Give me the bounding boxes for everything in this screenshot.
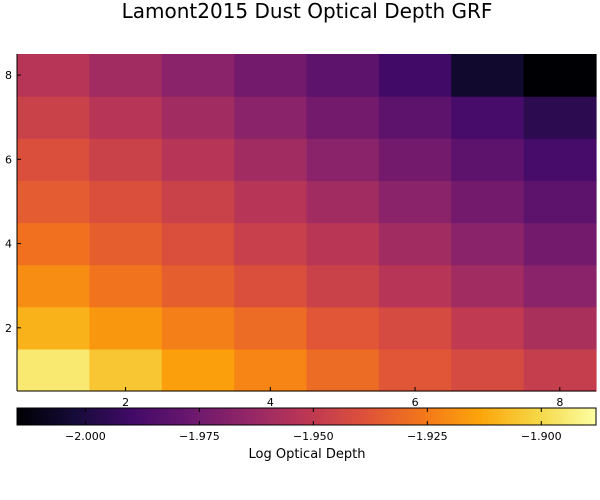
heatmap-cell	[161, 180, 235, 224]
x-tick-label: 8	[556, 396, 563, 409]
heatmap-cell	[451, 96, 525, 139]
y-ticks: 2 4 6 8	[5, 69, 21, 335]
heatmap-cell	[161, 138, 235, 181]
heatmap-cell	[451, 306, 525, 350]
heatmap-cell	[306, 222, 380, 266]
plot-axes	[16, 54, 596, 392]
heatmap-cell	[89, 54, 163, 97]
y-tick-label: 8	[5, 69, 12, 82]
heatmap-cell	[89, 96, 163, 139]
heatmap-cell	[451, 222, 525, 266]
x-tick-label: 2	[122, 396, 129, 409]
heatmap-cell	[378, 96, 452, 139]
x-ticks: 2 4 6 8	[122, 387, 563, 409]
heatmap-cell	[17, 180, 90, 224]
heatmap-cell	[451, 54, 525, 97]
heatmap-cell	[17, 138, 90, 181]
colorbar-tick-label: −1.975	[179, 430, 220, 443]
heatmap-cell	[234, 180, 308, 224]
y-tick-label: 4	[5, 238, 12, 251]
heatmap-cell	[234, 306, 308, 350]
heatmap-cell	[306, 96, 380, 139]
heatmap-cell	[523, 264, 597, 308]
colorbar-tick-label: −1.925	[407, 430, 448, 443]
heatmap-cell	[306, 348, 380, 392]
heatmap-cell	[523, 138, 597, 181]
heatmap-cell	[378, 54, 452, 97]
heatmap-cell	[306, 138, 380, 181]
colorbar-gradient	[16, 407, 597, 426]
heatmap-cell	[451, 180, 525, 224]
heatmap-cell	[523, 96, 597, 139]
colorbar-tick-label: −1.900	[521, 430, 562, 443]
heatmap-cell	[378, 306, 452, 350]
heatmap-cell	[17, 96, 90, 139]
colorbar-ticks: −2.000 −1.975 −1.950 −1.925 −1.900	[65, 408, 562, 443]
heatmap-cell	[89, 348, 163, 392]
heatmap-cell	[306, 264, 380, 308]
heatmap-cell	[17, 54, 90, 97]
heatmap-cell	[17, 348, 90, 392]
colorbar-tick-label: −1.950	[293, 430, 334, 443]
colorbar: −2.000 −1.975 −1.950 −1.925 −1.900 Log Optic…	[16, 407, 597, 462]
y-tick-label: 2	[5, 322, 12, 335]
heatmap-cell	[17, 264, 90, 308]
heatmap-cell	[89, 222, 163, 266]
heatmap-cell	[378, 180, 452, 224]
heatmap-cell	[17, 306, 90, 350]
heatmap-cell	[161, 54, 235, 97]
heatmap-cell	[89, 138, 163, 181]
heatmap-cell	[234, 222, 308, 266]
heatmap-cell	[378, 138, 452, 181]
heatmap-cell	[306, 54, 380, 97]
heatmap-cell	[161, 222, 235, 266]
heatmap-cell	[523, 348, 597, 392]
colorbar-label: Log Optical Depth	[249, 447, 366, 462]
heatmap-cell	[523, 222, 597, 266]
heatmap-cell	[89, 306, 163, 350]
heatmap-cell	[89, 264, 163, 308]
heatmap-cell	[234, 138, 308, 181]
heatmap-cell	[378, 222, 452, 266]
heatmap-cell	[451, 264, 525, 308]
heatmap-cell	[234, 348, 308, 392]
heatmap-cell	[89, 180, 163, 224]
heatmap-cell	[234, 54, 308, 97]
heatmap-cell	[451, 138, 525, 181]
heatmap-cell	[161, 348, 235, 392]
heatmap-cell	[17, 222, 90, 266]
heatmap-cell	[523, 180, 597, 224]
heatmap-cell	[234, 264, 308, 308]
heatmap-cell	[523, 54, 597, 97]
chart-title: Lamont2015 Dust Optical Depth GRF	[122, 0, 493, 23]
heatmap-cell	[523, 306, 597, 350]
heatmap-cell	[306, 180, 380, 224]
heatmap-cells	[17, 54, 597, 392]
heatmap-cell	[234, 96, 308, 139]
y-tick-label: 6	[5, 153, 12, 166]
heatmap-cell	[161, 306, 235, 350]
heatmap-cell	[378, 348, 452, 392]
x-tick-label: 4	[267, 396, 274, 409]
heatmap-cell	[451, 348, 525, 392]
heatmap-cell	[161, 264, 235, 308]
x-tick-label: 6	[412, 396, 419, 409]
heatmap-cell	[306, 306, 380, 350]
heatmap-cell	[161, 96, 235, 139]
heatmap-cell	[378, 264, 452, 308]
colorbar-tick-label: −2.000	[65, 430, 106, 443]
